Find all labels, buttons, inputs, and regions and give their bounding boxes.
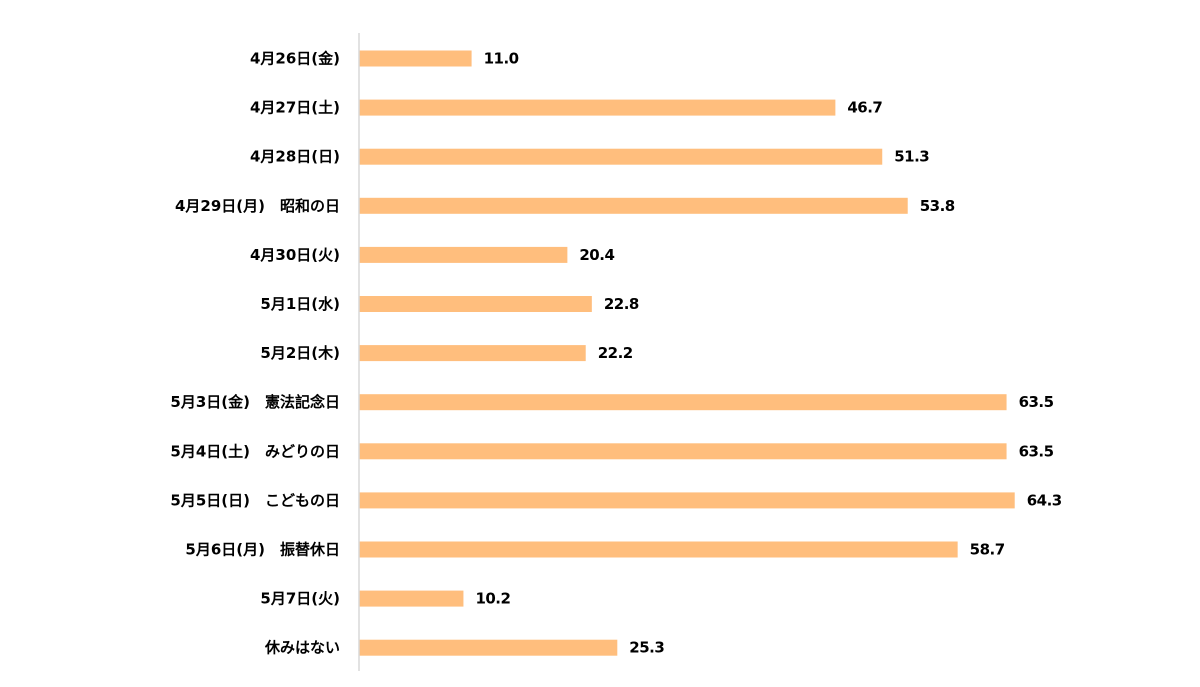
bar [359, 639, 618, 656]
data-label: 46.7 [847, 99, 882, 117]
data-label: 63.5 [1019, 393, 1054, 411]
value-labels: 11.0 46.7 51.3 53.8 20.4 22.8 22.2 63.5 63.5 64.3… [475, 50, 1062, 657]
data-label: 25.3 [629, 639, 664, 657]
data-label: 10.2 [475, 590, 510, 608]
bars [359, 50, 1015, 656]
bar [359, 296, 592, 312]
bar [359, 50, 472, 67]
category-label: 5月4日(土) みどりの日 [170, 442, 340, 460]
bar [359, 541, 958, 558]
category-label: 4月29日(月) 昭和の日 [175, 197, 340, 215]
bar [359, 590, 464, 607]
data-label: 63.5 [1019, 442, 1054, 460]
data-label: 53.8 [920, 197, 955, 215]
data-label: 22.2 [598, 344, 633, 362]
category-label: 休みはない [264, 639, 340, 657]
bar [359, 492, 1015, 509]
category-label: 4月27日(土) [250, 99, 340, 117]
bar [359, 148, 883, 165]
data-label: 51.3 [894, 148, 929, 166]
bar [359, 99, 836, 116]
category-label: 5月5日(日) こどもの日 [170, 491, 340, 509]
data-label: 22.8 [604, 295, 639, 313]
category-label: 5月3日(金) 憲法記念日 [170, 393, 340, 411]
bar [359, 443, 1007, 460]
category-label: 5月6日(月) 振替休日 [185, 541, 340, 559]
category-label: 4月30日(火) [250, 246, 340, 264]
bar [359, 197, 908, 214]
category-label: 5月1日(水) [260, 295, 340, 313]
category-label: 5月7日(火) [260, 590, 340, 608]
bar [359, 394, 1007, 411]
data-label: 11.0 [484, 50, 519, 68]
bar [359, 345, 586, 362]
category-label: 5月2日(木) [260, 344, 340, 362]
category-label: 4月26日(金) [250, 50, 340, 68]
category-label: 4月28日(日) [250, 148, 340, 166]
bar [359, 246, 568, 263]
category-labels: 4月26日(金) 4月27日(土) 4月28日(日) 4月29日(月) 昭和の日 4月3… [170, 50, 340, 657]
data-label: 20.4 [579, 246, 614, 264]
data-label: 64.3 [1027, 491, 1062, 509]
data-label: 58.7 [970, 541, 1005, 559]
